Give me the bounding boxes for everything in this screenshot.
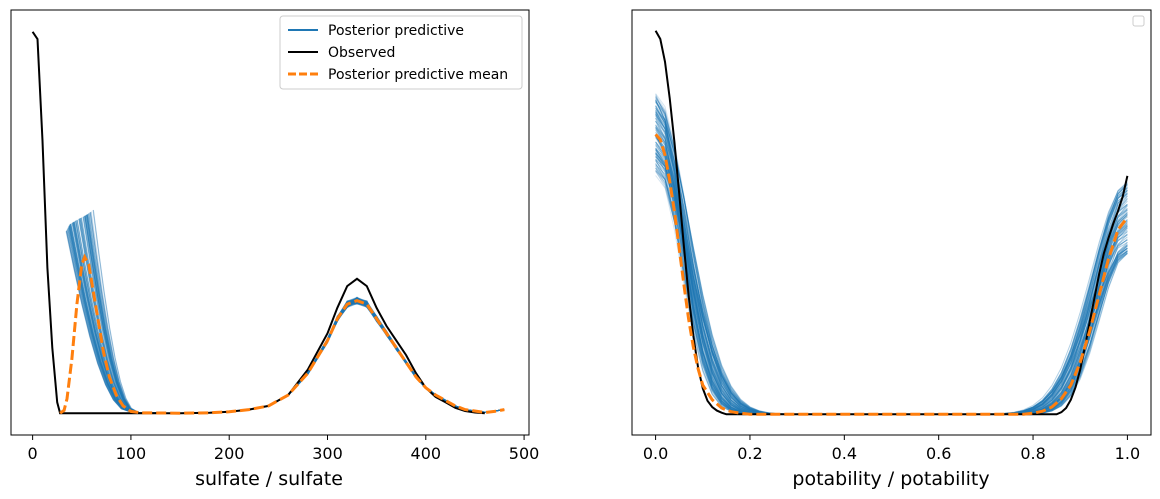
- sulfate-x-ticks: 0 100 200 300 400 500: [28, 435, 540, 463]
- legend-box: [279, 15, 523, 90]
- empty-legend-box: [1132, 15, 1145, 27]
- x-tick-label: 0: [28, 444, 38, 463]
- legend-mean-label: Posterior predictive mean: [328, 67, 508, 83]
- legend: Posterior predictive Observed Posterior …: [279, 15, 523, 90]
- sulfate-panel: 0 100 200 300 400 500 sulfate / sulfate Poste…: [10, 9, 540, 490]
- posterior-predictive-mean-line: [654, 133, 1129, 416]
- x-tick-label: 500: [509, 444, 540, 463]
- x-tick-label: 400: [411, 444, 442, 463]
- posterior-predictive-mean-line: [59, 253, 505, 415]
- x-tick-label: 1.0: [1115, 444, 1140, 463]
- x-tick-label: 300: [312, 444, 343, 463]
- legend-observed-label: Observed: [328, 45, 395, 61]
- legend-posterior-predictive-label: Posterior predictive: [328, 23, 464, 39]
- potability-x-axis-label: potability / potability: [792, 468, 989, 490]
- potability-x-ticks: 0.0 0.2 0.4 0.6 0.8 1.0: [643, 435, 1140, 463]
- potability-panel: 0.0 0.2 0.4 0.6 0.8 1.0 potability / potabili…: [631, 9, 1152, 490]
- x-tick-label: 200: [214, 444, 245, 463]
- potability-plot-frame: [631, 9, 1152, 436]
- x-tick-label: 0.0: [643, 444, 668, 463]
- x-tick-label: 0.2: [737, 444, 762, 463]
- x-tick-label: 0.4: [832, 444, 857, 463]
- x-tick-label: 0.8: [1020, 444, 1045, 463]
- sulfate-plot-frame: [10, 9, 530, 436]
- sulfate-x-axis-label: sulfate / sulfate: [195, 468, 343, 490]
- x-tick-label: 0.6: [926, 444, 951, 463]
- x-tick-label: 100: [116, 444, 147, 463]
